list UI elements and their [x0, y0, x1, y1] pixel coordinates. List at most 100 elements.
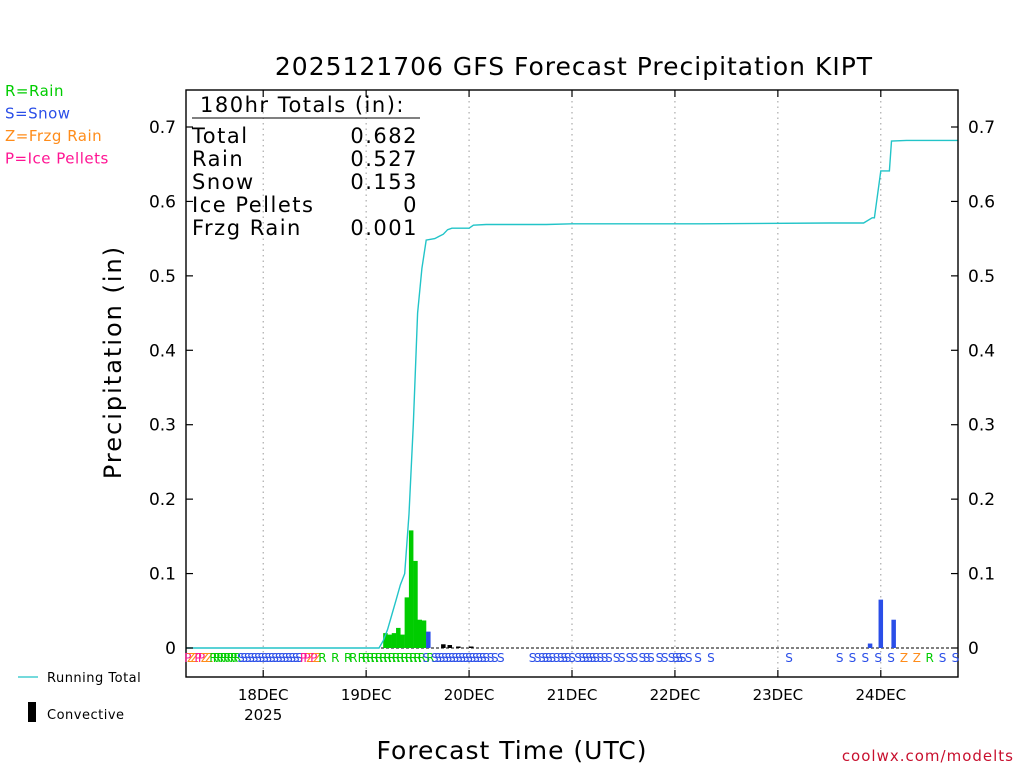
ptype-marker-88: S — [568, 651, 576, 665]
convective-key-label: Convective — [47, 708, 125, 723]
ptype-marker-45: R — [371, 651, 379, 665]
ptype-marker-94: S — [592, 651, 600, 665]
ytick-right-label-0: 0 — [968, 639, 979, 659]
ptype-marker-37: Z — [313, 651, 321, 665]
ytick-left-label-0: 0 — [165, 639, 176, 659]
ptype-marker-69: S — [465, 651, 473, 665]
ptype-marker-115: S — [836, 651, 844, 665]
ptype-marker-122: R — [926, 651, 934, 665]
ptype-marker-40: R — [344, 651, 352, 665]
y-ticks: 0 0 0.1 0.1 0.2 0.2 0.3 0.3 0.4 0.4 0.5 0.5 0.6 0.6 0.… — [149, 118, 995, 659]
legend-entry-Z: Z=Frzg Rain — [5, 127, 102, 145]
ptype-marker-107: S — [668, 651, 676, 665]
ptype-marker-14: R — [233, 651, 241, 665]
ptype-marker-26: S — [275, 651, 283, 665]
ptype-marker-15: S — [237, 651, 245, 665]
ptype-marker-81: S — [542, 651, 550, 665]
ptype-marker-84: S — [553, 651, 561, 665]
precip-bar-15 — [867, 643, 873, 648]
ptype-marker-123: S — [939, 651, 947, 665]
ptype-marker-25: S — [271, 651, 279, 665]
ptype-marker-18: S — [247, 651, 255, 665]
totals-label-3: Ice Pellets — [192, 193, 314, 217]
x-axis-label: Forecast Time (UTC) — [377, 736, 648, 765]
legend-entry-P: P=Ice Pellets — [5, 150, 109, 168]
ytick-right-label-3: 0.3 — [968, 416, 995, 436]
precip-bar-16 — [878, 599, 884, 648]
ptype-marker-54: R — [409, 651, 417, 665]
ptype-marker-47: R — [379, 651, 387, 665]
ptype-marker-114: S — [785, 651, 793, 665]
totals-value-4: 0.001 — [350, 216, 418, 240]
precip-bar-7 — [413, 560, 418, 648]
ptype-marker-5: Z — [201, 651, 209, 665]
ptype-marker-71: S — [472, 651, 480, 665]
ptype-marker-118: S — [874, 651, 882, 665]
ptype-marker-68: S — [462, 651, 470, 665]
ptype-marker-101: S — [631, 651, 639, 665]
precip-bars — [383, 530, 896, 648]
ptype-marker-55: R — [413, 651, 421, 665]
ptype-marker-44: R — [366, 651, 374, 665]
ptype-marker-52: R — [401, 651, 409, 665]
ptype-marker-21: S — [258, 651, 266, 665]
ptype-marker-13: R — [230, 651, 238, 665]
ptype-marker-103: S — [643, 651, 651, 665]
ptype-marker-108: S — [672, 651, 680, 665]
xtick-label-1: 19DEC — [341, 686, 392, 704]
totals-heading: 180hr Totals (in): — [200, 93, 405, 117]
ptype-marker-46: R — [375, 651, 383, 665]
ptype-marker-53: R — [405, 651, 413, 665]
ptype-marker-111: S — [685, 651, 693, 665]
ptype-marker-97: S — [605, 651, 613, 665]
ptype-marker-63: S — [445, 651, 453, 665]
precip-bar-11 — [441, 644, 446, 648]
ptype-marker-24: S — [268, 651, 276, 665]
precip-bar-1 — [387, 634, 392, 648]
ptype-legend: R=Rain S=Snow Z=Frzg Rain P=Ice Pellets — [5, 82, 109, 168]
ptype-marker-42: R — [358, 651, 366, 665]
precip-bar-12 — [447, 645, 453, 648]
running-total-layer — [186, 139, 958, 649]
ptype-marker-85: S — [557, 651, 565, 665]
ptype-marker-104: S — [647, 651, 655, 665]
running-total-line — [186, 139, 958, 649]
running-total-key-label: Running Total — [47, 671, 141, 686]
ytick-left-label-3: 0.3 — [149, 416, 176, 436]
totals-label-4: Frzg Rain — [192, 216, 302, 240]
ptype-marker-59: S — [431, 651, 439, 665]
totals-label-0: Total — [191, 124, 249, 148]
ptype-marker-7: R — [209, 651, 217, 665]
ptype-marker-33: P — [300, 651, 307, 665]
ptype-marker-12: R — [226, 651, 234, 665]
xtick-label-0: 18DEC — [238, 686, 289, 704]
ytick-left-label-2: 0.2 — [149, 490, 176, 510]
ptype-marker-98: S — [613, 651, 621, 665]
ptype-marker-83: S — [548, 651, 556, 665]
xtick-label-3: 21DEC — [547, 686, 598, 704]
gridlines — [186, 90, 958, 677]
ptype-marker-72: S — [476, 651, 484, 665]
legend-entry-S: S=Snow — [5, 105, 71, 123]
y-axis-label: Precipitation (in) — [99, 245, 127, 479]
ptype-marker-116: S — [849, 651, 857, 665]
ytick-left-label-5: 0.5 — [149, 267, 176, 287]
ptype-marker-4: P — [198, 651, 205, 665]
totals-value-3: 0 — [403, 193, 418, 217]
ptype-marker-58: R — [426, 651, 434, 665]
chart-title: 2025121706 GFS Forecast Precipitation KI… — [275, 52, 873, 81]
ptype-marker-67: S — [458, 651, 466, 665]
ytick-left-label-6: 0.6 — [149, 192, 176, 212]
ptype-marker-9: R — [216, 651, 224, 665]
ptype-marker-61: S — [438, 651, 446, 665]
ptype-marker-29: S — [285, 651, 293, 665]
ptype-marker-119: S — [887, 651, 895, 665]
ytick-right-label-4: 0.4 — [968, 341, 995, 361]
ptype-marker-78: S — [529, 651, 537, 665]
ptype-marker-20: S — [254, 651, 262, 665]
ptype-marker-86: S — [560, 651, 568, 665]
ptype-marker-41: R — [349, 651, 357, 665]
ptype-marker-50: R — [392, 651, 400, 665]
ptype-marker-64: S — [448, 651, 456, 665]
